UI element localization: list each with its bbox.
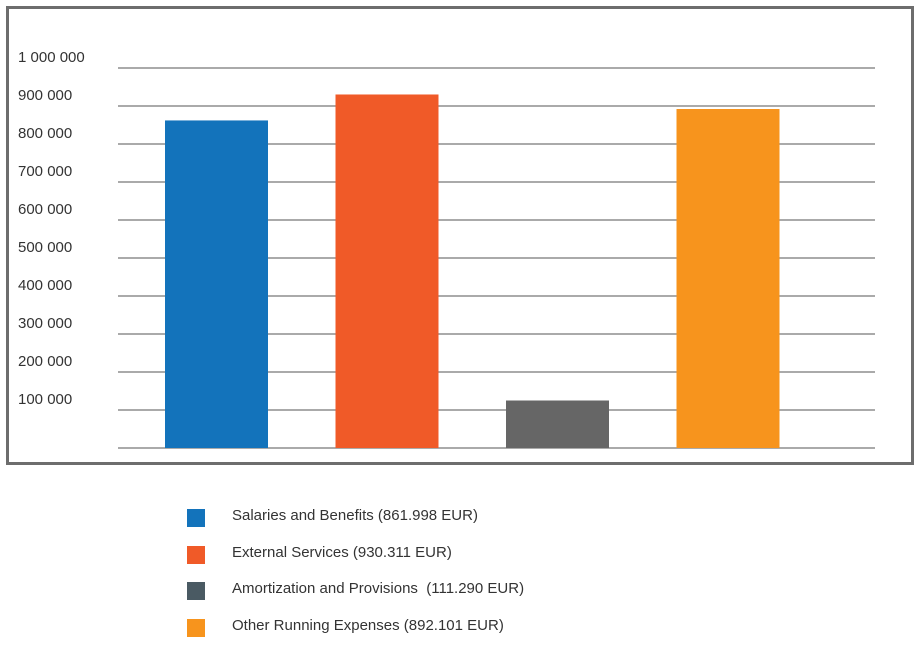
legend-swatch [187,509,205,527]
y-tick-label: 800 000 [18,125,72,142]
y-tick-label: 900 000 [18,87,72,104]
bar-external-services [335,94,439,449]
y-axis-tick-labels: 100 000 200 000 300 000 400 000 500 000 600 0… [18,49,85,408]
legend-swatch [187,618,205,637]
y-tick-label: 1 000 000 [18,49,85,66]
legend-label: External Services (930.311 EUR) [232,543,452,561]
legend-label: Other Running Expenses (892.101 EUR) [232,616,504,634]
y-tick-label: 200 000 [18,353,72,370]
legend-swatch [187,545,205,564]
y-tick-label: 400 000 [18,277,72,294]
y-tick-label: 600 000 [18,201,72,218]
legend-label: Amortization and Provisions (111.290 EUR… [232,580,525,597]
y-tick-label: 700 000 [18,163,72,180]
bars [165,94,780,449]
chart-frame: 100 000 200 000 300 000 400 000 500 000 600 0… [6,6,914,465]
bar-chart: 100 000 200 000 300 000 400 000 500 000 600 0… [18,49,875,449]
y-tick-label: 500 000 [18,239,72,256]
legend-label: Salaries and Benefits (861.998 EUR) [232,507,478,524]
legend-swatch [187,582,205,600]
bar-other-running-expenses [676,109,780,448]
bar-amortization-and-provisions [506,400,609,448]
y-tick-label: 300 000 [18,315,72,332]
bar-salaries-and-benefits [165,120,268,448]
y-tick-label: 100 000 [18,391,72,408]
